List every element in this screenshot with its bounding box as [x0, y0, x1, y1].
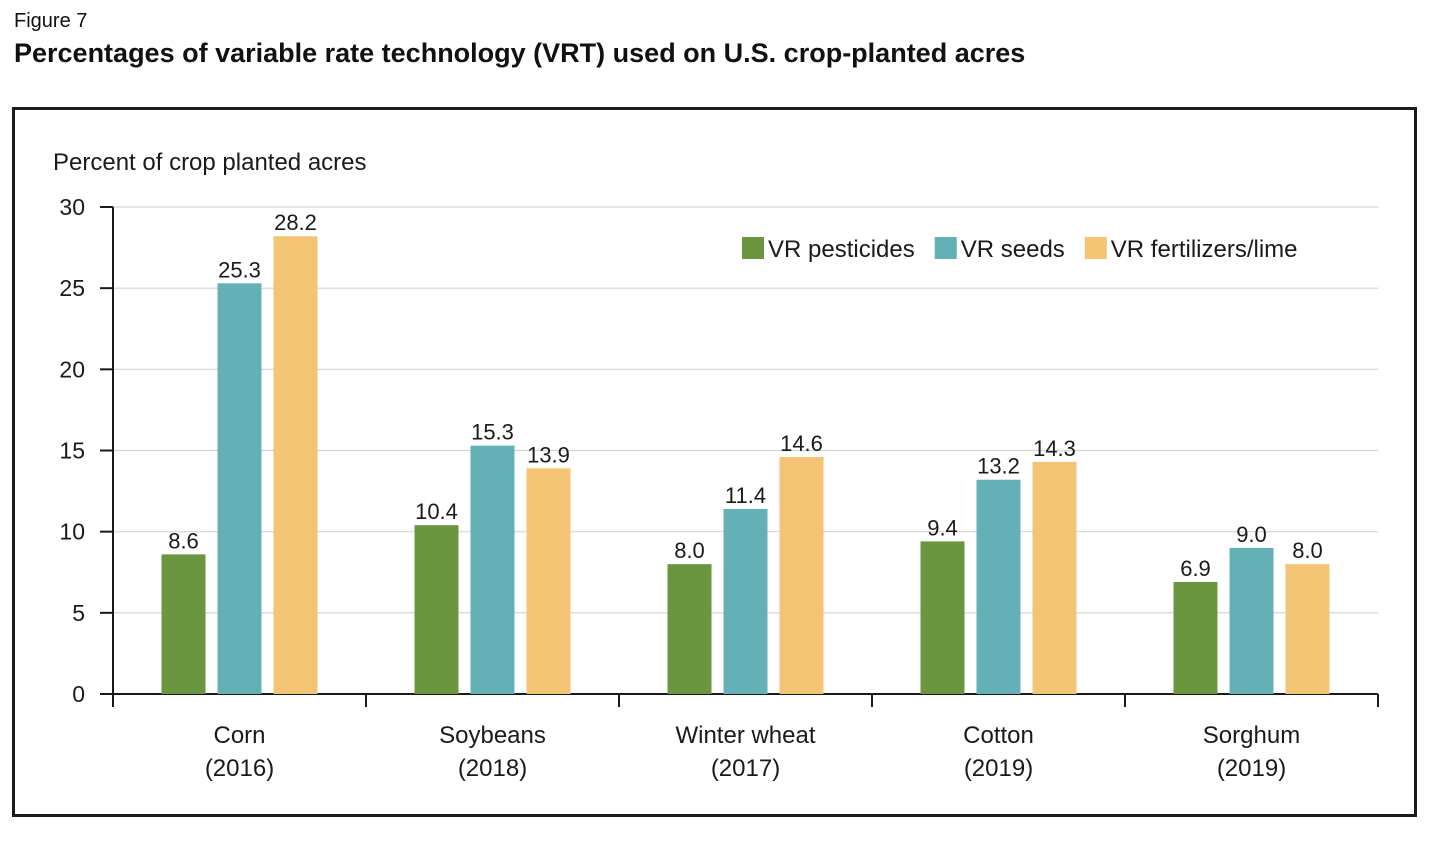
x-tick-label: (2019): [1217, 755, 1286, 782]
bar: [1285, 564, 1330, 694]
bar: [920, 541, 965, 694]
data-label: 11.4: [725, 483, 766, 508]
y-axis-title: Percent of crop planted acres: [53, 149, 367, 176]
data-label: 8.6: [168, 528, 199, 553]
legend-swatch: [742, 237, 764, 259]
data-label: 8.0: [674, 538, 705, 563]
data-label: 14.3: [1033, 436, 1076, 461]
y-tick-label: 5: [72, 600, 85, 626]
legend-swatch: [934, 237, 957, 259]
bar: [1173, 581, 1218, 694]
bar: [976, 479, 1021, 694]
data-label: 15.3: [471, 420, 514, 445]
y-tick-label: 15: [59, 438, 85, 464]
y-tick-label: 10: [59, 519, 85, 545]
x-tick-label: Winter wheat: [675, 722, 815, 749]
bar: [414, 525, 459, 694]
legend-label: VR fertilizers/lime: [1111, 236, 1298, 263]
y-tick-label: 20: [59, 356, 85, 382]
data-label: 6.9: [1180, 556, 1211, 581]
x-tick-label: (2016): [205, 755, 274, 782]
y-tick-label: 0: [72, 681, 85, 707]
bar: [667, 564, 712, 694]
legend-label: VR seeds: [961, 236, 1065, 263]
x-tick-label: Corn: [213, 722, 265, 749]
bar: [161, 554, 206, 694]
x-tick-label: Cotton: [963, 722, 1034, 749]
data-label: 13.2: [977, 454, 1020, 479]
bar: [1229, 547, 1274, 694]
x-tick-label: (2019): [964, 755, 1033, 782]
bar: [526, 468, 571, 694]
y-tick-label: 25: [59, 275, 85, 301]
data-label: 28.2: [274, 210, 317, 235]
y-tick-label: 30: [59, 194, 85, 220]
chart-frame: Percent of crop planted acres 0 5 10 15 20 25 3…: [12, 107, 1417, 817]
data-label: 25.3: [218, 257, 261, 282]
figure-title: Percentages of variable rate technology …: [14, 38, 1026, 68]
data-label: 9.0: [1236, 522, 1267, 547]
bar: [470, 445, 515, 694]
x-tick-label: Soybeans: [439, 722, 546, 749]
x-tick-label: (2017): [711, 755, 780, 782]
data-label: 10.4: [415, 499, 458, 524]
bar: [1032, 461, 1077, 694]
x-tick-label: Sorghum: [1203, 722, 1300, 749]
data-label: 14.6: [780, 431, 823, 456]
bar-chart: Percent of crop planted acres 0 5 10 15 20 25 3…: [53, 149, 1379, 782]
bar: [779, 456, 824, 694]
legend-swatch: [1084, 237, 1107, 259]
bar: [217, 283, 262, 694]
data-label: 13.9: [527, 442, 570, 467]
legend-label: VR pesticides: [768, 236, 915, 263]
bar: [273, 236, 318, 694]
figure-label: Figure 7: [14, 10, 88, 32]
data-label: 8.0: [1292, 538, 1323, 563]
x-tick-label: (2018): [458, 755, 527, 782]
data-label: 9.4: [927, 515, 958, 540]
bar: [723, 508, 768, 694]
